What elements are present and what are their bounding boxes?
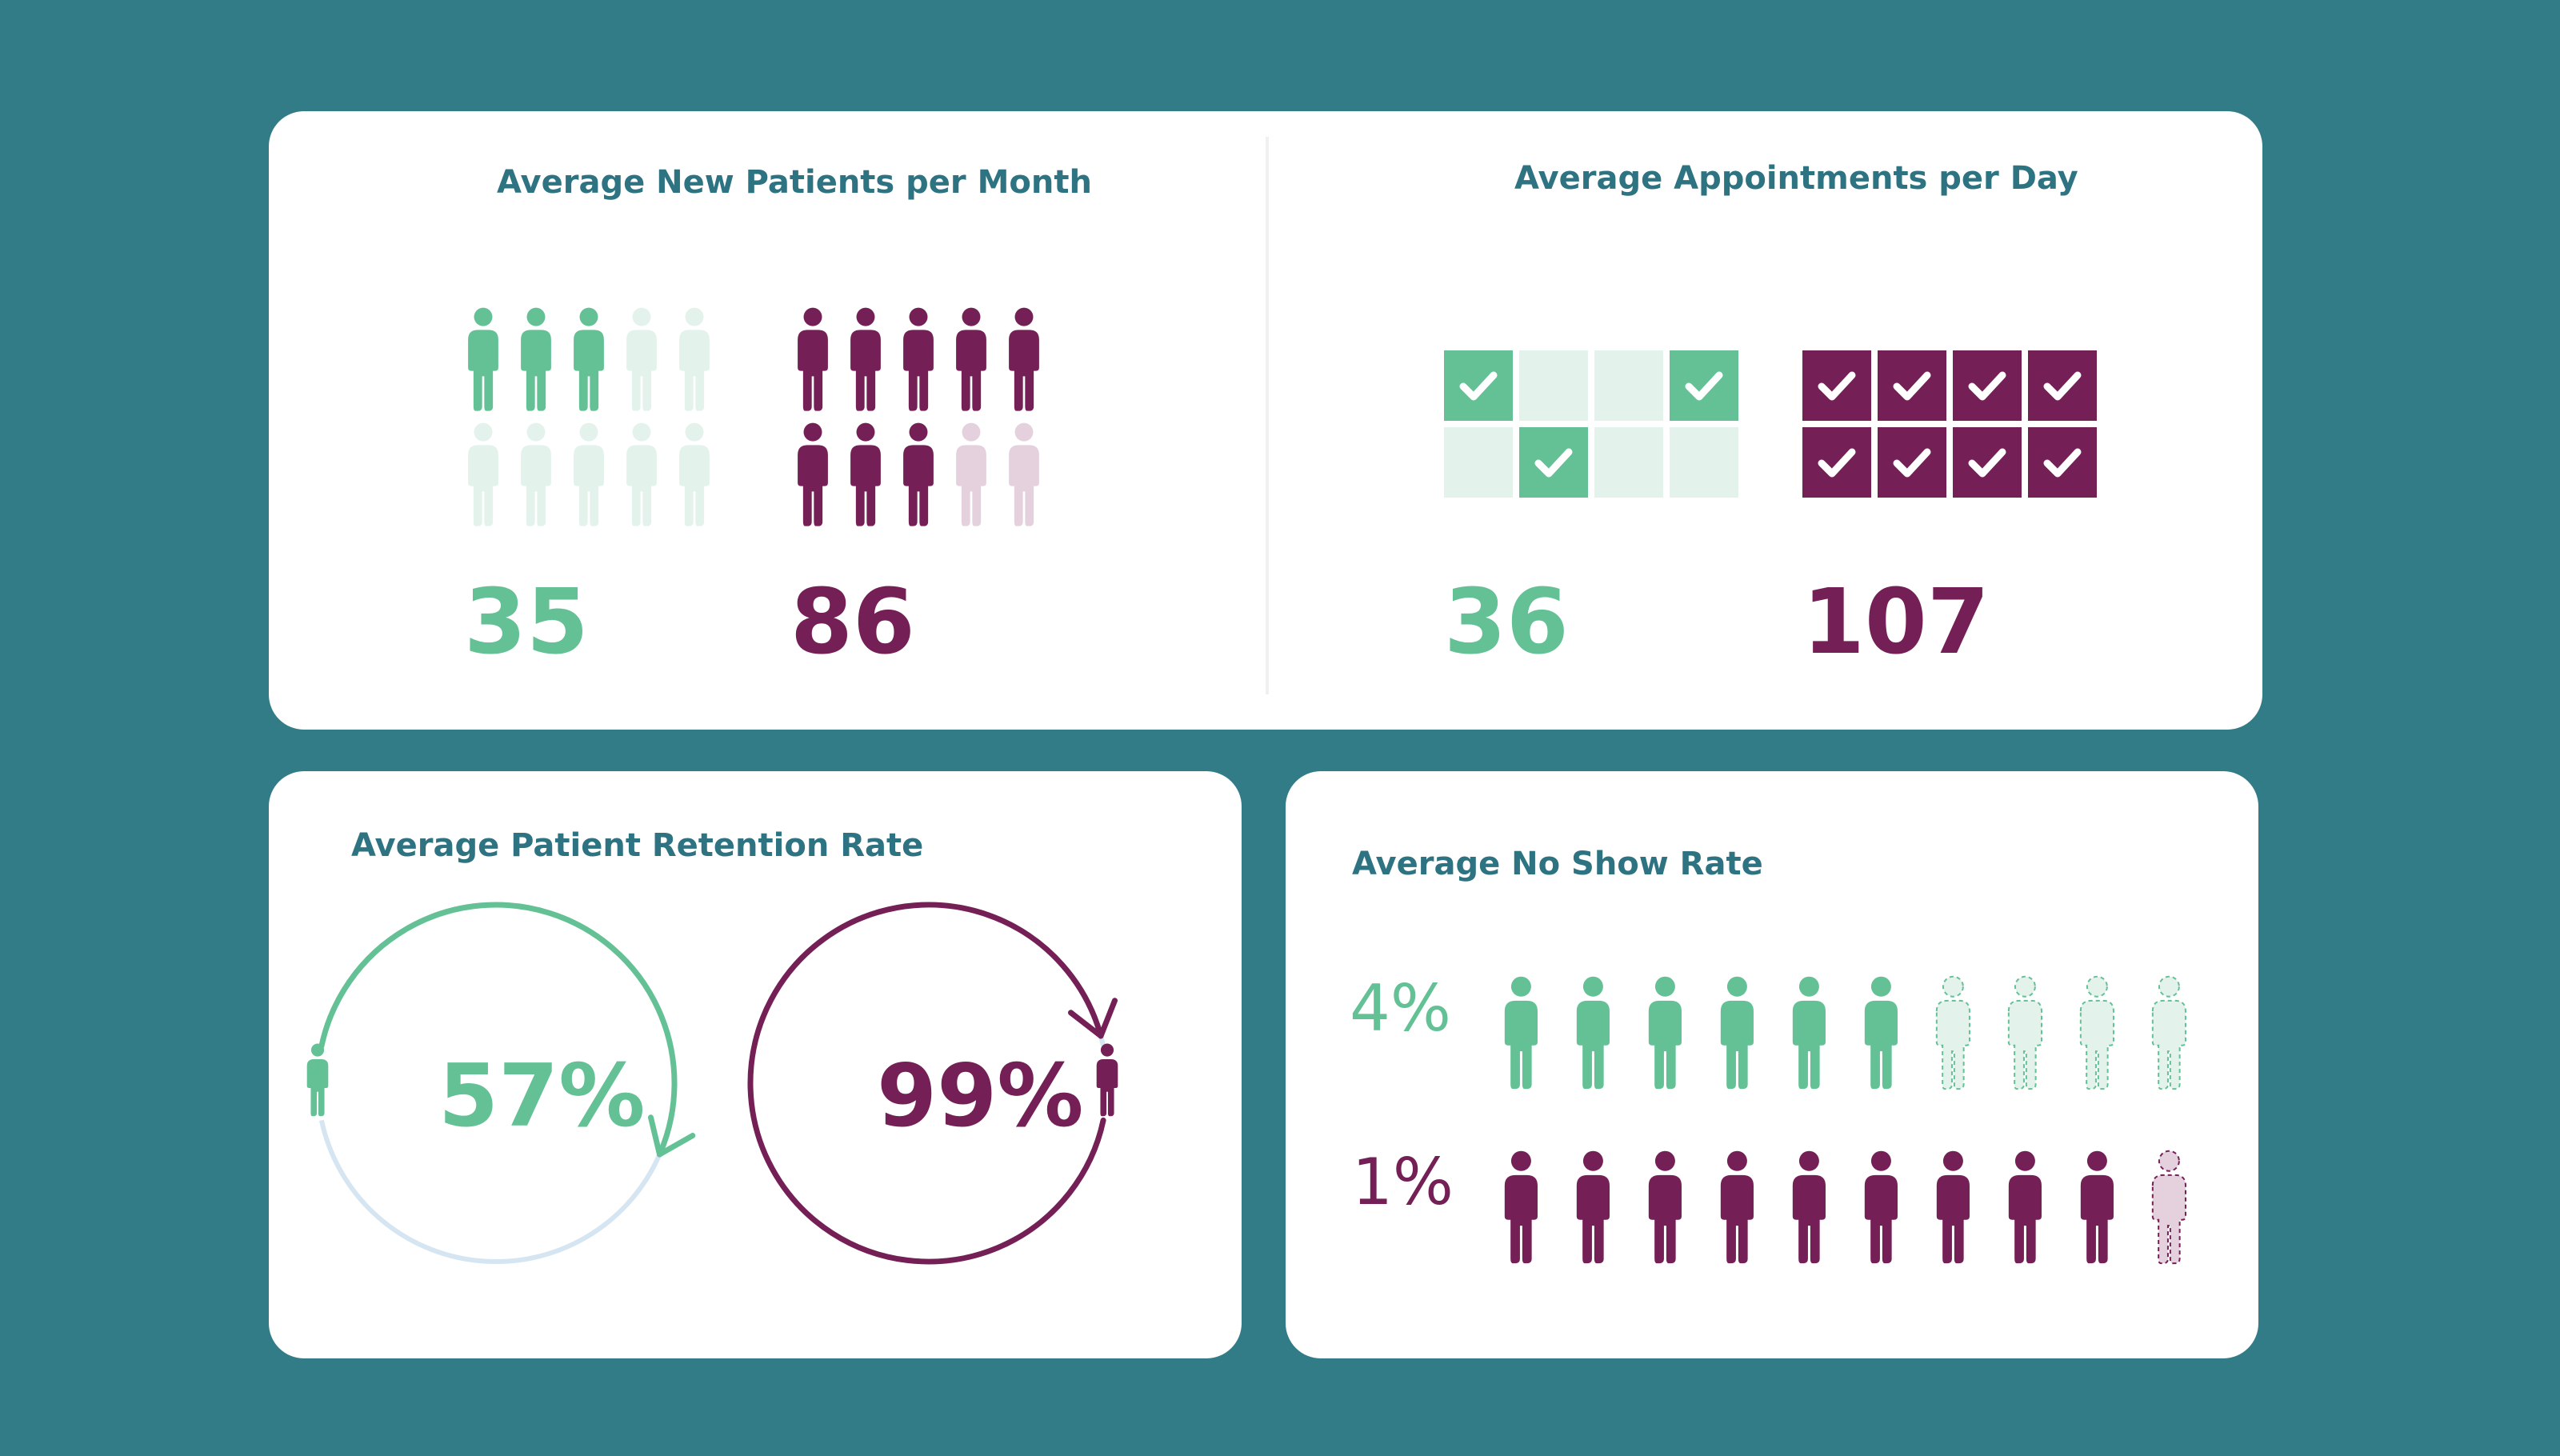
retention-arrowhead-icon xyxy=(1068,998,1118,1039)
no-show-person-filled xyxy=(1576,1150,1610,1264)
appointments-right-calendar-grid xyxy=(1802,350,2097,498)
retention-arrow-icon xyxy=(318,902,678,1158)
top-metrics-card: Average New Patients per Month 35 86 Ave… xyxy=(269,111,2262,730)
person-icon-filled xyxy=(798,307,828,411)
new-patients-right-icon-grid xyxy=(798,307,1039,526)
new-patients-title: Average New Patients per Month xyxy=(497,164,1092,201)
calendar-cell-empty xyxy=(1670,427,1738,498)
person-icon-empty xyxy=(956,422,986,526)
no-show-person-empty xyxy=(1935,975,1970,1090)
no-show-person-filled xyxy=(1504,976,1538,1090)
calendar-cell-checked xyxy=(1802,427,1871,498)
person-icon-empty xyxy=(1009,422,1039,526)
person-icon-empty xyxy=(679,307,710,411)
appointments-title: Average Appointments per Day xyxy=(1514,160,2078,197)
no-show-person-filled xyxy=(2080,1150,2114,1264)
calendar-cell-empty xyxy=(1519,350,1588,421)
person-icon-filled xyxy=(521,307,551,411)
no-show-row1-icons xyxy=(1504,975,2186,1090)
retention-card: Average Patient Retention Rate 57% 99% xyxy=(269,771,1242,1358)
no-show-person-filled xyxy=(1576,976,1610,1090)
new-patients-left-icon-grid xyxy=(468,307,710,526)
appointments-left-value: 36 xyxy=(1444,570,1569,674)
calendar-cell-empty xyxy=(1444,427,1513,498)
person-icon-empty xyxy=(679,422,710,526)
no-show-person-filled xyxy=(1936,1150,1970,1264)
person-icon-filled xyxy=(850,422,881,526)
person-icon-filled xyxy=(468,307,498,411)
check-icon xyxy=(1893,371,1931,401)
calendar-cell-empty xyxy=(1594,350,1663,421)
person-icon-filled xyxy=(956,307,986,411)
calendar-cell-checked xyxy=(1953,350,2022,421)
no-show-row2-value: 1% xyxy=(1352,1145,1454,1219)
no-show-person-filled xyxy=(1720,1150,1754,1264)
calendar-cell-checked xyxy=(1670,350,1738,421)
person-icon-filled xyxy=(798,422,828,526)
no-show-person-filled xyxy=(1792,976,1826,1090)
retention-arrow-icon xyxy=(747,902,1106,1265)
retention-track xyxy=(318,1119,662,1265)
retention-person-icon xyxy=(306,1043,329,1117)
check-icon xyxy=(1534,448,1573,478)
check-icon xyxy=(2043,371,2082,401)
check-icon xyxy=(1968,448,2006,478)
check-icon xyxy=(1685,371,1723,401)
no-show-person-filled xyxy=(1648,1150,1682,1264)
appointments-left-calendar-grid xyxy=(1444,350,1738,498)
calendar-cell-empty xyxy=(1594,427,1663,498)
new-patients-left-value: 35 xyxy=(464,570,589,674)
calendar-cell-checked xyxy=(1878,427,1946,498)
person-icon-empty xyxy=(574,422,604,526)
no-show-person-filled xyxy=(1792,1150,1826,1264)
retention-left-cycle xyxy=(306,902,696,1265)
no-show-row1-value: 4% xyxy=(1350,971,1451,1046)
person-icon-empty xyxy=(521,422,551,526)
calendar-cell-checked xyxy=(1519,427,1588,498)
no-show-person-filled xyxy=(1504,1150,1538,1264)
person-icon-filled xyxy=(903,307,934,411)
no-show-person-empty xyxy=(2079,975,2114,1090)
check-icon xyxy=(1818,371,1856,401)
check-icon xyxy=(1818,448,1856,478)
card-divider xyxy=(1266,137,1269,694)
no-show-person-filled xyxy=(1864,976,1898,1090)
retention-arrowhead-icon xyxy=(648,1114,696,1158)
person-icon-empty xyxy=(626,307,657,411)
calendar-cell-checked xyxy=(1953,427,2022,498)
person-icon-empty xyxy=(626,422,657,526)
no-show-person-filled xyxy=(1648,976,1682,1090)
retention-title: Average Patient Retention Rate xyxy=(351,827,924,864)
check-icon xyxy=(1968,371,2006,401)
person-icon-filled xyxy=(903,422,934,526)
person-icon-filled xyxy=(574,307,604,411)
person-icon-filled xyxy=(1009,307,1039,411)
no-show-card: Average No Show Rate 4% 1% xyxy=(1286,771,2258,1358)
calendar-cell-checked xyxy=(2028,350,2097,421)
person-icon-filled xyxy=(850,307,881,411)
retention-person-icon xyxy=(1096,1043,1118,1117)
no-show-person-empty xyxy=(2007,975,2042,1090)
check-icon xyxy=(1893,448,1931,478)
retention-left-value: 57% xyxy=(438,1046,646,1146)
no-show-person-empty xyxy=(2151,1150,2186,1265)
retention-right-value: 99% xyxy=(877,1046,1084,1146)
no-show-person-filled xyxy=(1720,976,1754,1090)
calendar-cell-checked xyxy=(1878,350,1946,421)
calendar-cell-checked xyxy=(1444,350,1513,421)
check-icon xyxy=(1459,371,1498,401)
retention-right-cycle xyxy=(747,902,1118,1265)
calendar-cell-checked xyxy=(2028,427,2097,498)
no-show-row2-icons xyxy=(1504,1150,2186,1265)
person-icon-empty xyxy=(468,422,498,526)
check-icon xyxy=(2043,448,2082,478)
no-show-person-filled xyxy=(2008,1150,2042,1264)
no-show-person-empty xyxy=(2151,975,2186,1090)
no-show-title: Average No Show Rate xyxy=(1352,846,1763,882)
no-show-person-filled xyxy=(1864,1150,1898,1264)
calendar-cell-checked xyxy=(1802,350,1871,421)
new-patients-right-value: 86 xyxy=(790,570,915,674)
appointments-right-value: 107 xyxy=(1802,570,1990,674)
